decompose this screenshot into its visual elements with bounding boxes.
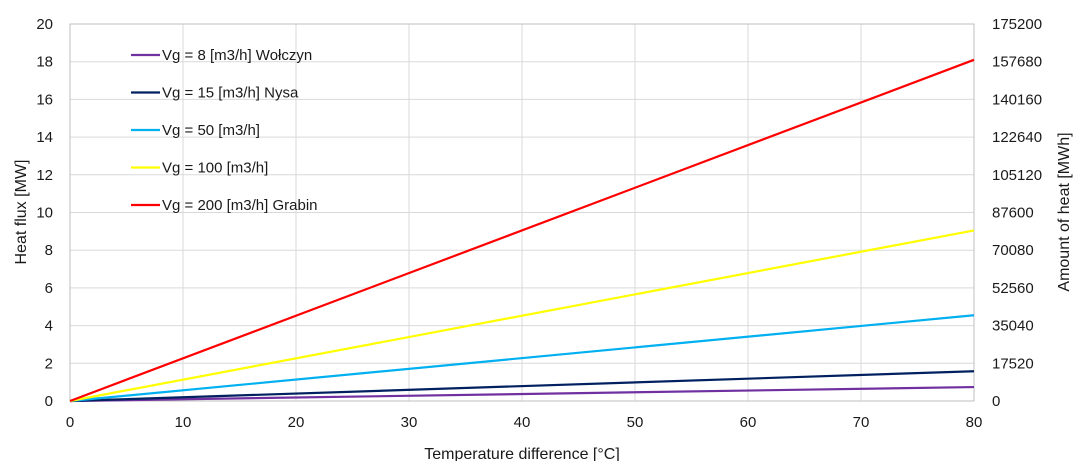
y2-tick-label: 52560: [992, 280, 1034, 297]
legend-label: Vg = 15 [m3/h] Nysa: [162, 85, 299, 102]
y2-tick-label: 17520: [992, 355, 1034, 372]
y-tick-label: 0: [45, 393, 53, 410]
x-tick-label: 50: [627, 414, 644, 431]
y-tick-label: 14: [36, 129, 53, 146]
y-tick-label: 20: [36, 16, 53, 33]
y-tick-label: 18: [36, 54, 53, 71]
x-tick-label: 30: [401, 414, 418, 431]
x-tick-label: 70: [853, 414, 870, 431]
x-tick-label: 60: [740, 414, 757, 431]
series-line-3: [69, 314, 975, 403]
x-tick-label: 10: [175, 414, 192, 431]
series-lines: [69, 58, 975, 403]
x-tick-label: 80: [966, 414, 983, 431]
y2-tick-label: 157680: [992, 54, 1042, 71]
y2-tick-label: 140160: [992, 91, 1042, 108]
tick-labels: 0 2 4 6 8 10 12 14 16 18 20 0 10 20 30 40 50 60 70 80 0 17520…: [36, 16, 1042, 431]
y2-axis-title: Amount of heat [MWh]: [1056, 132, 1073, 291]
y2-tick-label: 87600: [992, 205, 1034, 222]
y2-tick-label: 35040: [992, 318, 1034, 335]
x-tick-label: 20: [288, 414, 305, 431]
y-tick-label: 8: [45, 242, 53, 259]
y-tick-label: 10: [36, 205, 53, 222]
x-tick-label: 40: [514, 414, 531, 431]
series-line-2: [69, 370, 975, 403]
y2-tick-label: 175200: [992, 16, 1042, 33]
y-tick-label: 6: [45, 280, 53, 297]
legend-label: Vg = 200 [m3/h] Grabin: [162, 197, 318, 214]
legend-label: Vg = 100 [m3/h]: [162, 160, 268, 177]
x-tick-label: 0: [66, 414, 74, 431]
x-axis-title: Temperature difference [°C]: [424, 446, 620, 461]
series-line-1: [69, 385, 975, 403]
y-tick-label: 4: [45, 318, 53, 335]
gridlines: [69, 23, 975, 402]
series-line-4: [69, 229, 975, 403]
legend-label: Vg = 8 [m3/h] Wołczyn: [162, 47, 312, 64]
y2-tick-label: 122640: [992, 129, 1042, 146]
series-line-5: [69, 58, 975, 403]
y-tick-label: 12: [36, 167, 53, 184]
legend: Vg = 8 [m3/h] Wołczyn Vg = 15 [m3/h] Nysa…: [131, 47, 318, 214]
y2-tick-label: 70080: [992, 242, 1034, 259]
legend-label: Vg = 50 [m3/h]: [162, 122, 260, 139]
y-tick-label: 16: [36, 91, 53, 108]
y-tick-label: 2: [45, 355, 53, 372]
y2-tick-label: 105120: [992, 167, 1042, 184]
y2-tick-label: 0: [992, 393, 1000, 410]
y-axis-title: Heat flux [MW]: [13, 160, 30, 265]
